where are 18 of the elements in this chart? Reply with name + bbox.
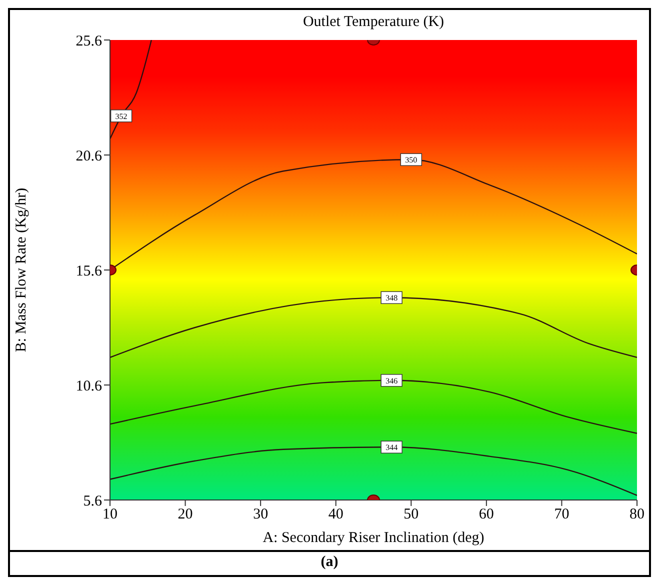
x-tick-label: 30 [253,506,268,523]
x-tick-label: 20 [178,506,193,523]
x-tick-label: 40 [328,506,344,523]
x-tick-label: 80 [630,506,644,523]
x-axis-title: A: Secondary Riser Inclination (deg) [262,530,484,546]
y-axis-title: B: Mass Flow Rate (Kg/hr) [13,188,30,352]
line-series [110,40,152,140]
chart-title: Outlet Temperature (K) [302,14,446,31]
x-tick-label: 50 [404,506,419,523]
y-tick-label: 15.6 [76,263,102,280]
x-tick-label: 10 [102,506,118,523]
y-tick-label: 25.6 [76,33,102,50]
x-tick-label: 70 [554,506,570,523]
text: (a) [320,554,340,571]
x-tick-label: 60 [478,506,494,523]
y-tick-label: 10.6 [76,378,102,394]
y-tick-label: 5.6 [83,493,102,510]
y-tick-label: 20.6 [76,148,102,164]
